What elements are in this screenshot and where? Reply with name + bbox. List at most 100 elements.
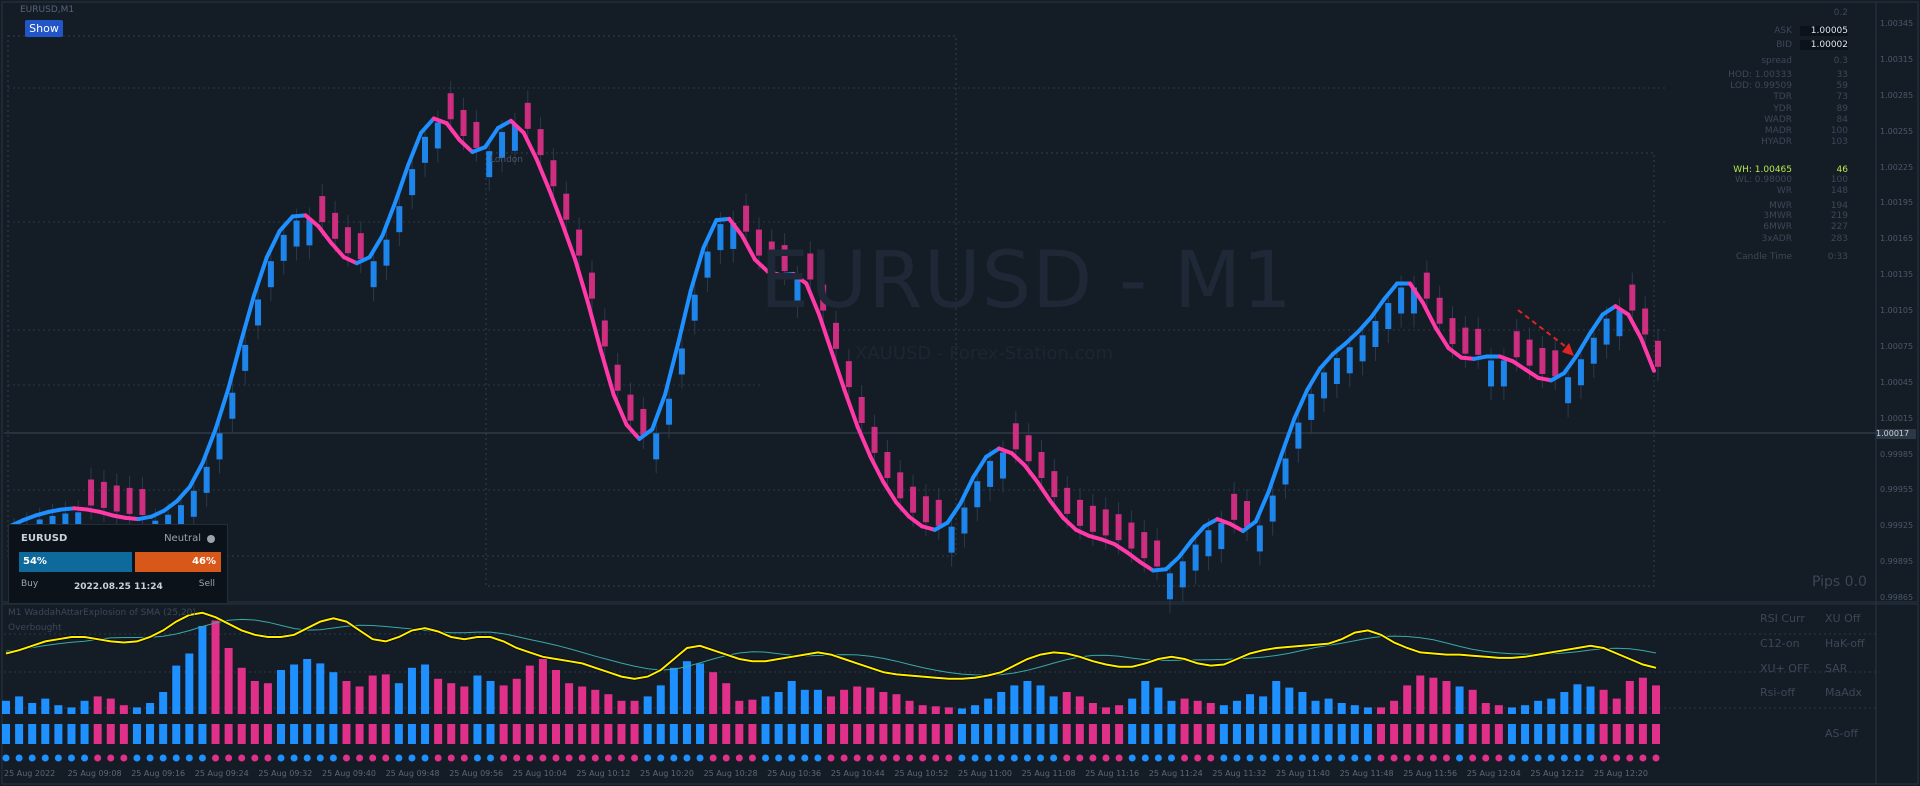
histogram-bar	[512, 678, 521, 714]
trend-dot	[1442, 754, 1450, 762]
smoothed-line-segment	[303, 213, 321, 229]
trend-bar	[198, 724, 207, 744]
indicator-toggle-button[interactable]: AS-off	[1825, 727, 1858, 740]
smoothed-line-segment	[1292, 387, 1310, 421]
bull-candle	[370, 261, 377, 288]
bear-candle	[563, 193, 570, 220]
indicator-toggle-button[interactable]: XU Off	[1825, 612, 1861, 625]
histogram-bar	[185, 653, 194, 714]
time-tick-label: 25 Aug 09:32	[258, 769, 313, 778]
histogram-bar	[696, 663, 705, 714]
bear-candle	[1513, 331, 1520, 358]
smoothed-line-segment	[136, 514, 154, 522]
histogram-bar	[1088, 703, 1097, 714]
histogram-bar	[1573, 684, 1582, 714]
trend-dot	[225, 754, 233, 762]
trend-dot	[1364, 754, 1372, 762]
smoothed-line-segment	[598, 348, 616, 397]
bull-candle	[1333, 358, 1340, 385]
histogram-bar	[1010, 685, 1019, 714]
time-tick-label: 25 Aug 09:24	[194, 769, 249, 778]
trend-dot	[801, 754, 809, 762]
histogram-bar	[840, 689, 849, 714]
show-button[interactable]: Show	[25, 20, 63, 37]
bull-candle	[1295, 422, 1302, 449]
trend-dot	[762, 754, 770, 762]
histogram-bar	[1547, 698, 1556, 714]
histogram-bar	[1154, 687, 1163, 714]
trend-dot	[919, 754, 927, 762]
bear-candle	[807, 253, 814, 280]
smoothed-line-segment	[72, 506, 90, 512]
smoothed-line-segment	[907, 514, 924, 529]
trend-dot	[1469, 754, 1477, 762]
smoothed-line-segment	[1420, 300, 1438, 330]
info-row-label: Candle Time	[1735, 252, 1792, 262]
price-tick-label: 1.00285	[1880, 90, 1914, 100]
trend-dot	[840, 754, 848, 762]
info-row-label: WR	[1776, 186, 1792, 196]
time-tick-label: 25 Aug 11:32	[1212, 769, 1267, 778]
bear-candle	[473, 121, 480, 148]
trend-bar	[905, 724, 914, 744]
trend-dot	[1639, 754, 1647, 762]
trend-dot	[578, 754, 586, 762]
info-row-value: 46	[1836, 165, 1848, 175]
indicator-toggle-button[interactable]: MaAdx	[1825, 686, 1863, 699]
indicator-toggle-button[interactable]: RSI Curr	[1760, 612, 1805, 625]
trend-dot	[945, 754, 953, 762]
indicator-toggle-button[interactable]: C12-on	[1760, 637, 1800, 650]
trend-bar	[669, 724, 678, 744]
bull-candle	[280, 234, 287, 261]
trend-dot	[159, 754, 167, 762]
smoothed-line-segment	[1369, 297, 1387, 319]
price-tick-label: 1.00195	[1880, 198, 1914, 208]
trend-dot	[1587, 754, 1595, 762]
trend-dot	[1613, 754, 1621, 762]
histogram-bar	[918, 705, 927, 714]
price-tick-label: 1.00255	[1880, 126, 1914, 136]
bear-candle	[319, 196, 326, 223]
trend-bar	[682, 724, 691, 744]
time-tick-label: 25 Aug 09:48	[385, 769, 440, 778]
histogram-bar	[1062, 692, 1071, 714]
bear-candle	[524, 102, 531, 129]
smoothed-line-segment	[20, 513, 38, 523]
info-row-label: ASK	[1774, 26, 1792, 36]
indicator-toggle-button[interactable]: XU+ OFF	[1760, 662, 1810, 675]
trend-bar	[1377, 724, 1385, 744]
trend-dot	[1167, 754, 1175, 762]
bear-candle	[1539, 347, 1546, 374]
trend-bar	[1521, 724, 1530, 744]
info-row-value: 1.00002	[1800, 40, 1848, 50]
trend-bar	[407, 724, 416, 744]
info-row-value: 219	[1830, 211, 1848, 221]
smoothed-line-segment	[380, 200, 398, 238]
smoothed-line-segment	[1099, 537, 1117, 547]
indicator-toggle-button[interactable]: HaK-off	[1825, 637, 1865, 650]
info-row-value: 194	[1830, 201, 1848, 211]
trend-dot	[1272, 754, 1280, 762]
trend-dot	[2, 754, 10, 762]
bear-candle	[1449, 318, 1456, 345]
histogram-bar	[473, 675, 482, 714]
bear-candle	[935, 499, 942, 526]
trend-bar	[525, 724, 534, 744]
smoothed-line-segment	[110, 513, 128, 520]
indicator-toggle-button[interactable]: Rsi-off	[1760, 686, 1795, 699]
watermark-site: XAUUSD - Forex-Station.com	[855, 343, 1114, 364]
trend-bar	[1468, 724, 1477, 744]
bull-candle	[666, 398, 673, 425]
trend-dot	[513, 754, 521, 762]
smoothed-line-segment	[1253, 489, 1271, 524]
trend-bar	[486, 724, 495, 744]
histogram-bar	[407, 667, 416, 714]
smoothed-line-segment	[1138, 560, 1156, 573]
pips-label: Pips 0.0	[1812, 574, 1867, 590]
smoothed-line-segment	[740, 233, 757, 262]
info-row-value: 103	[1830, 137, 1848, 147]
trend-dot	[1023, 754, 1031, 762]
indicator-toggle-button[interactable]: SAR	[1825, 662, 1848, 675]
